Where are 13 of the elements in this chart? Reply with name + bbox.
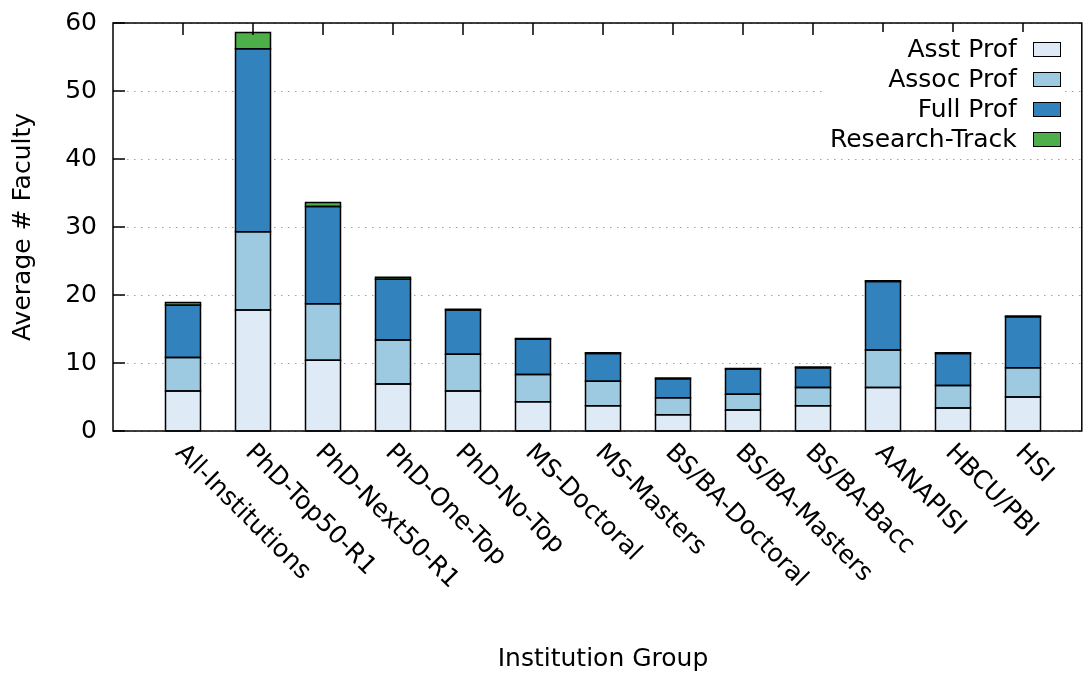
y-tick-label: 20 [65,278,97,308]
y-tick-label: 30 [65,210,97,240]
legend-label: Research-Track [829,124,1017,154]
legend-label: Asst Prof [907,34,1017,64]
y-axis-title: Average # Faculty [6,112,36,342]
y-tick-label: 50 [65,74,97,104]
y-tick-label: 40 [65,142,97,172]
legend-label: Assoc Prof [888,64,1017,94]
legend-label: Full Prof [917,94,1017,124]
y-tick-label: 0 [81,414,97,444]
y-tick-label: 10 [65,346,97,376]
y-tick-label: 60 [65,6,97,36]
x-axis-title: Institution Group [497,642,709,672]
